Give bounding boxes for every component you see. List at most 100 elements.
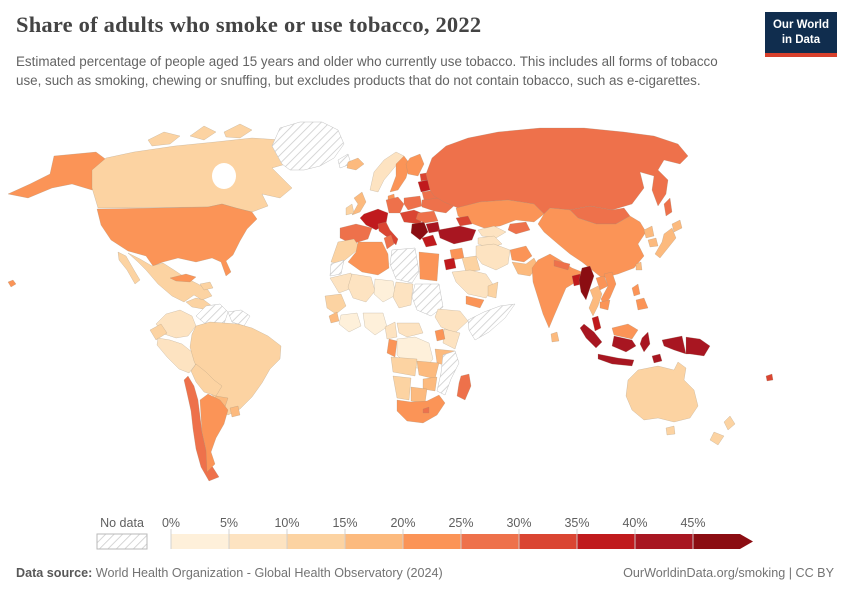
country-germany[interactable] xyxy=(385,196,405,214)
country-united-kingdom[interactable] xyxy=(351,191,367,216)
country-botswana[interactable] xyxy=(410,386,428,404)
country-taiwan[interactable] xyxy=(635,261,643,271)
region-caucasus[interactable] xyxy=(455,215,473,227)
country-nigeria[interactable] xyxy=(362,312,388,336)
country-greenland[interactable] xyxy=(271,121,352,171)
country-south-korea[interactable] xyxy=(647,237,659,248)
country-mexico[interactable] xyxy=(117,251,213,303)
credit-link[interactable]: OurWorldinData.org/smoking | CC BY xyxy=(623,566,834,580)
legend-bin-3[interactable] xyxy=(345,534,403,549)
country-indonesia-sumatra[interactable] xyxy=(579,323,603,349)
country-usa[interactable] xyxy=(96,203,258,277)
country-indonesia-borneo[interactable] xyxy=(611,335,637,353)
country-senegal[interactable] xyxy=(324,293,347,315)
country-namibia[interactable] xyxy=(392,375,412,401)
country-malaysia-borneo[interactable] xyxy=(611,323,639,340)
country-jordan[interactable] xyxy=(443,257,457,271)
country-canada[interactable] xyxy=(91,137,293,213)
country-argentina[interactable] xyxy=(199,393,229,473)
island-tasmania[interactable] xyxy=(665,425,676,436)
no-data-swatch[interactable] xyxy=(96,533,148,550)
country-uganda[interactable] xyxy=(434,328,446,342)
country-hawaii[interactable] xyxy=(7,279,17,288)
country-myanmar[interactable] xyxy=(578,265,595,301)
island-sakhalin[interactable] xyxy=(663,197,673,217)
country-bulgaria[interactable] xyxy=(425,221,441,234)
region-balkans[interactable] xyxy=(410,221,429,241)
legend-bin-1[interactable] xyxy=(229,534,287,549)
country-papua-new-guinea[interactable] xyxy=(685,336,711,357)
country-cuba[interactable] xyxy=(169,273,197,283)
region-western-sahara[interactable] xyxy=(329,259,345,277)
country-south-africa[interactable] xyxy=(396,394,446,424)
country-finland[interactable] xyxy=(405,153,425,177)
owid-logo[interactable]: Our World in Data xyxy=(764,12,837,57)
country-poland[interactable] xyxy=(403,195,423,211)
country-afghanistan[interactable] xyxy=(509,245,533,263)
country-oman[interactable] xyxy=(487,281,499,299)
country-mali[interactable] xyxy=(347,273,376,303)
country-uruguay[interactable] xyxy=(229,405,241,418)
country-niger[interactable] xyxy=(373,278,397,303)
region-guianas[interactable] xyxy=(227,309,251,327)
country-indonesia-java[interactable] xyxy=(597,353,635,367)
legend-bin-0[interactable] xyxy=(171,534,229,549)
country-iceland[interactable] xyxy=(346,157,365,171)
country-morocco[interactable] xyxy=(330,238,361,265)
legend-bin-9[interactable] xyxy=(693,534,740,549)
country-yemen[interactable] xyxy=(465,295,485,309)
country-saudi-arabia[interactable] xyxy=(451,269,495,299)
country-fiji[interactable] xyxy=(765,373,774,382)
country-sweden[interactable] xyxy=(389,155,411,193)
legend-bin-6[interactable] xyxy=(519,534,577,549)
country-indonesia-papua[interactable] xyxy=(661,335,687,355)
country-canada-arctic-islands[interactable] xyxy=(147,123,253,147)
country-australia[interactable] xyxy=(625,361,699,423)
country-angola[interactable] xyxy=(390,356,418,377)
country-egypt[interactable] xyxy=(418,251,440,282)
country-kenya[interactable] xyxy=(442,328,461,350)
region-kyrgyzstan-tajikistan[interactable] xyxy=(507,221,531,235)
country-uzbekistan[interactable] xyxy=(477,225,507,239)
country-italy[interactable] xyxy=(377,221,399,246)
country-chad[interactable] xyxy=(392,281,414,309)
country-mozambique[interactable] xyxy=(436,350,460,396)
country-philippines[interactable] xyxy=(631,283,649,311)
country-greece[interactable] xyxy=(421,234,438,248)
legend-bin-8[interactable] xyxy=(635,534,693,549)
region-ghana-ivory-coast[interactable] xyxy=(338,312,362,333)
country-ethiopia[interactable] xyxy=(434,308,469,334)
country-thailand[interactable] xyxy=(588,285,603,317)
country-sierra-leone[interactable] xyxy=(328,311,340,324)
country-romania[interactable] xyxy=(415,210,439,224)
country-turkey[interactable] xyxy=(437,225,477,245)
legend-bin-7[interactable] xyxy=(577,534,635,549)
country-iraq[interactable] xyxy=(461,255,481,273)
country-indonesia-moluccas[interactable] xyxy=(651,353,663,364)
country-russia[interactable] xyxy=(425,127,689,215)
country-lesotho[interactable] xyxy=(422,406,430,414)
region-iberia[interactable] xyxy=(339,223,373,245)
country-libya[interactable] xyxy=(389,247,420,284)
country-ecuador[interactable] xyxy=(149,323,168,341)
country-venezuela[interactable] xyxy=(195,303,229,329)
country-congo[interactable] xyxy=(386,338,398,358)
country-somalia[interactable] xyxy=(467,303,516,341)
country-new-zealand[interactable] xyxy=(709,415,736,446)
country-sri-lanka[interactable] xyxy=(550,331,560,343)
country-sudan[interactable] xyxy=(411,283,444,317)
legend-bin-2[interactable] xyxy=(287,534,345,549)
country-tunisia[interactable] xyxy=(383,234,395,250)
island-hispaniola[interactable] xyxy=(199,281,214,291)
country-zimbabwe[interactable] xyxy=(422,376,438,392)
country-ireland[interactable] xyxy=(345,203,355,216)
legend-bin-4[interactable] xyxy=(403,534,461,549)
country-peru[interactable] xyxy=(156,337,197,374)
country-cameroon[interactable] xyxy=(384,321,398,340)
country-nepal[interactable] xyxy=(553,259,571,271)
country-north-korea[interactable] xyxy=(643,225,655,239)
country-china[interactable] xyxy=(537,207,647,279)
country-malaysia-peninsula[interactable] xyxy=(591,315,602,332)
country-central-african-republic[interactable] xyxy=(396,322,424,338)
country-algeria[interactable] xyxy=(347,241,390,276)
